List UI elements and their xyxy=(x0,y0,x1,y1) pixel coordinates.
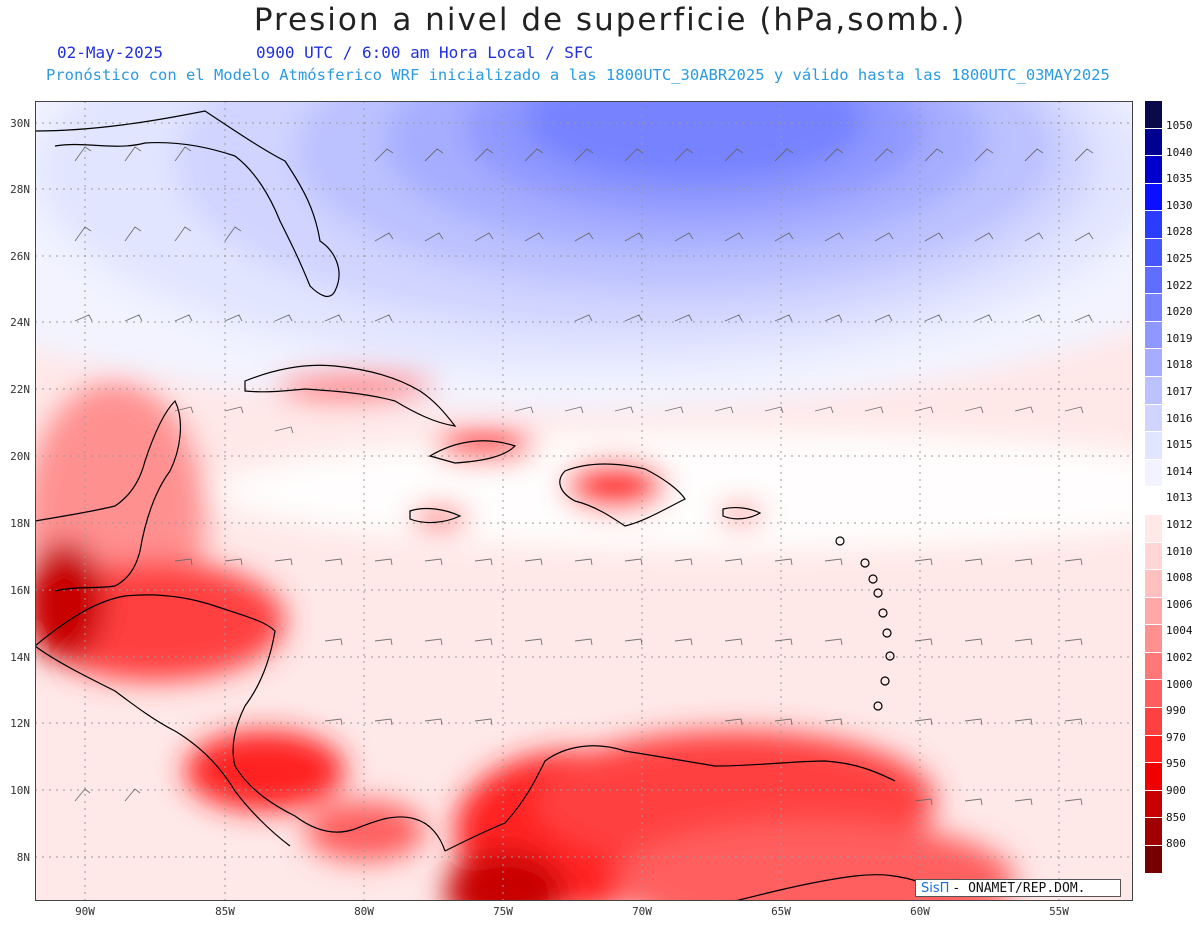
colorbar-swatch xyxy=(1145,128,1162,157)
colorbar-level-label: 1017 xyxy=(1166,385,1193,398)
lesser-antilles xyxy=(835,536,895,711)
colorbar-level-label: 1014 xyxy=(1166,464,1193,478)
colorbar-swatch xyxy=(1145,790,1162,819)
colorbar-level-label: 800 xyxy=(1166,837,1186,851)
colorbar-swatch xyxy=(1145,183,1162,212)
lon-label-80w: 80W xyxy=(354,905,374,918)
chart-title: Presion a nivel de superficie (hPa,somb.… xyxy=(253,2,967,38)
colorbar-level-label: 990 xyxy=(1166,704,1186,718)
colorbar-swatch xyxy=(1145,625,1162,653)
colorbar-swatch xyxy=(1145,708,1162,736)
lat-label-16n: 16N xyxy=(10,584,30,597)
colorbar-swatch xyxy=(1145,432,1162,460)
colorbar-level-label: 1010 xyxy=(1166,544,1193,558)
credit-text: - ONAMET/REP.DOM. xyxy=(952,880,1086,896)
lat-label-18n: 18N xyxy=(10,517,30,530)
colorbar-swatch xyxy=(1145,156,1162,184)
lat-label-28n: 28N xyxy=(10,183,30,196)
lon-label-70w: 70W xyxy=(632,905,652,918)
credit-box: SisΠ - ONAMET/REP.DOM. xyxy=(915,879,1121,897)
colorbar-level-label: 1016 xyxy=(1166,411,1193,425)
colorbar-level-label: 1050 xyxy=(1166,119,1193,132)
colorbar-level-label: 1022 xyxy=(1166,278,1193,292)
colorbar-swatch xyxy=(1145,570,1162,598)
colorbar-level-label: 1028 xyxy=(1166,225,1193,239)
colorbar-level-label: 900 xyxy=(1166,784,1186,797)
lat-label-22n: 22N xyxy=(10,383,30,396)
forecast-description: Pronóstico con el Modelo Atmósferico WRF… xyxy=(46,66,1110,84)
lon-label-75w: 75W xyxy=(493,905,513,918)
colorbar-swatch xyxy=(1145,211,1162,239)
colorbar-swatch xyxy=(1145,294,1162,322)
colorbar-swatch xyxy=(1145,238,1162,267)
colorbar-level-label: 1000 xyxy=(1166,677,1193,691)
forecast-time: 0900 UTC / 6:00 am Hora Local / SFC xyxy=(256,43,594,62)
colorbar-level-label: 1018 xyxy=(1166,358,1193,372)
lat-label-8n: 8N xyxy=(16,851,30,864)
colorbar-level-label: 850 xyxy=(1166,810,1186,824)
colorbar-level-label: 1004 xyxy=(1166,624,1193,638)
colorbar-swatch xyxy=(1145,846,1162,874)
pressure-map xyxy=(35,101,1133,901)
colorbar-swatch xyxy=(1145,680,1162,709)
lon-label-65w: 65W xyxy=(771,905,791,918)
wind-barbs xyxy=(74,146,1094,806)
colorbar-swatch xyxy=(1145,321,1162,350)
colorbar-level-label: 1025 xyxy=(1166,252,1193,265)
colorbar-level-label: 1012 xyxy=(1166,518,1193,531)
colorbar-swatch xyxy=(1145,266,1162,295)
lat-label-30n: 30N xyxy=(10,117,30,130)
lat-label-26n: 26N xyxy=(10,250,30,263)
colorbar-swatch xyxy=(1145,349,1162,377)
colorbar-swatch xyxy=(1145,818,1162,847)
colorbar xyxy=(1145,101,1162,874)
lon-label-60w: 60W xyxy=(910,905,930,918)
lat-label-12n: 12N xyxy=(10,717,30,730)
lon-label-85w: 85W xyxy=(215,905,235,918)
colorbar-level-label: 1035 xyxy=(1166,172,1193,186)
colorbar-swatch xyxy=(1145,763,1162,791)
colorbar-swatch xyxy=(1145,404,1162,433)
coastlines xyxy=(35,110,946,901)
colorbar-level-label: 970 xyxy=(1166,730,1186,744)
gridlines xyxy=(35,101,1133,901)
colorbar-level-label: 1013 xyxy=(1166,491,1193,505)
colorbar-level-label: 1020 xyxy=(1166,305,1193,319)
colorbar-level-label: 1002 xyxy=(1166,651,1193,664)
colorbar-level-label: 1030 xyxy=(1166,198,1193,212)
lon-label-90w: 90W xyxy=(75,905,95,918)
colorbar-level-label: 1040 xyxy=(1166,145,1193,159)
colorbar-swatch xyxy=(1145,376,1162,405)
colorbar-level-label: 1015 xyxy=(1166,438,1193,452)
forecast-date: 02-May-2025 xyxy=(57,43,163,62)
colorbar-swatch xyxy=(1145,597,1162,626)
colorbar-swatch xyxy=(1145,735,1162,764)
lat-label-14n: 14N xyxy=(10,651,30,664)
colorbar-level-label: 1006 xyxy=(1166,597,1193,611)
colorbar-swatch xyxy=(1145,101,1162,129)
colorbar-level-label: 950 xyxy=(1166,757,1186,771)
colorbar-swatch xyxy=(1145,514,1162,543)
lat-label-20n: 20N xyxy=(10,450,30,463)
colorbar-swatch xyxy=(1145,487,1162,515)
pressure-shading xyxy=(35,101,1133,901)
lon-label-55w: 55W xyxy=(1049,905,1069,918)
colorbar-swatch xyxy=(1145,652,1162,681)
lat-label-24n: 24N xyxy=(10,316,30,329)
sispi-logo: SisΠ xyxy=(921,880,950,896)
colorbar-swatch xyxy=(1145,459,1162,488)
colorbar-level-label: 1008 xyxy=(1166,571,1193,585)
colorbar-level-label: 1019 xyxy=(1166,331,1193,345)
colorbar-swatch xyxy=(1145,542,1162,571)
lat-label-10n: 10N xyxy=(10,784,30,797)
